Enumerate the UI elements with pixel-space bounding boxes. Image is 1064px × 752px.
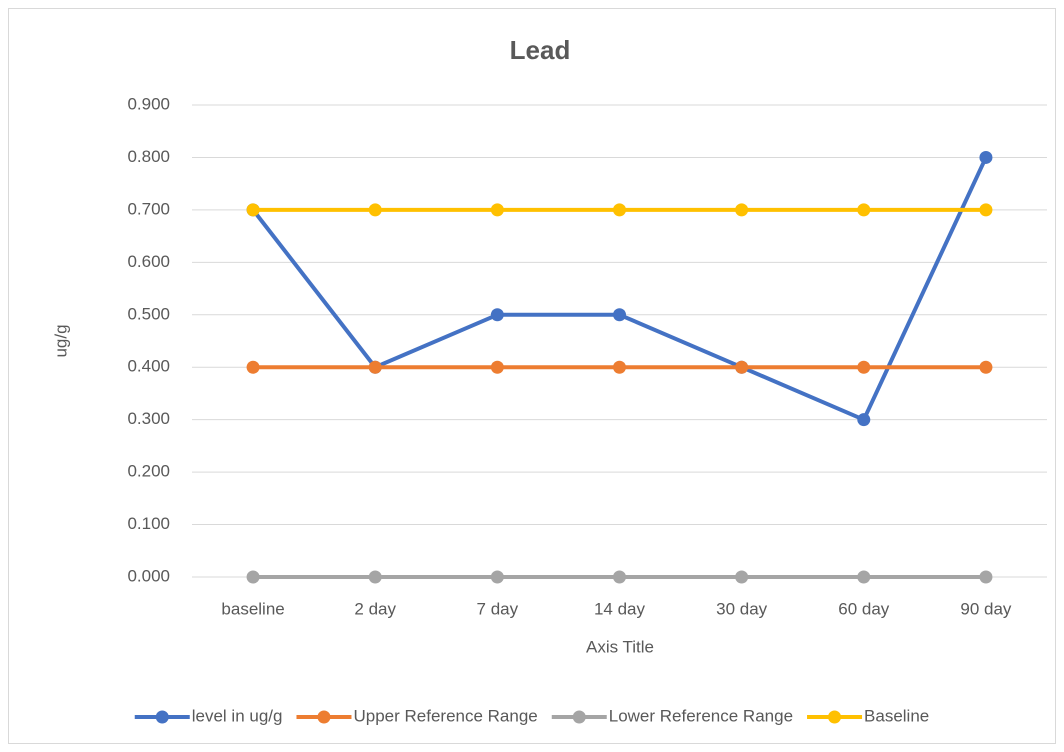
series-marker	[246, 570, 260, 584]
series-marker	[979, 570, 993, 584]
x-tick-label: 30 day	[716, 599, 768, 618]
series-marker	[246, 203, 260, 217]
legend-marker	[828, 710, 842, 724]
x-axis-title: Axis Title	[586, 637, 654, 656]
series-marker	[735, 570, 749, 584]
legend-label: level in ug/g	[192, 706, 283, 725]
series-marker	[490, 203, 504, 217]
series-marker	[613, 360, 626, 374]
x-tick-label: 7 day	[477, 599, 519, 618]
series-marker	[857, 570, 871, 584]
series-marker	[490, 360, 504, 374]
legend-marker	[155, 710, 169, 724]
legend-marker	[572, 710, 586, 724]
series-marker	[368, 203, 382, 217]
y-tick-label: 0.700	[127, 199, 170, 218]
series-marker	[735, 360, 749, 374]
series-marker	[613, 570, 626, 584]
y-tick-label: 0.600	[127, 252, 170, 271]
y-tick-label: 0.100	[127, 514, 170, 533]
y-tick-label: 0.400	[127, 357, 170, 376]
series-marker	[246, 360, 260, 374]
series-marker	[368, 360, 382, 374]
y-tick-label: 0.900	[127, 94, 170, 113]
x-tick-label: 2 day	[354, 599, 396, 618]
series-marker	[490, 570, 504, 584]
series-marker	[979, 150, 993, 164]
series-marker	[857, 360, 871, 374]
y-tick-label: 0.000	[127, 566, 170, 585]
series-marker	[979, 203, 993, 217]
x-tick-label: 60 day	[838, 599, 890, 618]
series-marker	[857, 413, 871, 427]
y-tick-label: 0.300	[127, 409, 170, 428]
series-marker	[857, 203, 871, 217]
y-tick-label: 0.500	[127, 304, 170, 323]
chart-border	[8, 8, 1056, 744]
legend-label: Lower Reference Range	[609, 706, 793, 725]
y-axis-title: ug/g	[51, 324, 70, 357]
series-marker	[613, 308, 626, 322]
series-marker	[613, 203, 626, 217]
x-tick-label: 90 day	[960, 599, 1012, 618]
y-tick-label: 0.200	[127, 462, 170, 481]
legend-label: Baseline	[864, 706, 929, 725]
series-marker	[735, 203, 749, 217]
legend-label: Upper Reference Range	[353, 706, 537, 725]
legend-marker	[317, 710, 331, 724]
x-tick-label: baseline	[221, 599, 284, 618]
series-marker	[368, 570, 382, 584]
series-marker	[979, 360, 993, 374]
chart-title: Lead	[510, 35, 571, 65]
y-tick-label: 0.800	[127, 147, 170, 166]
series-marker	[490, 308, 504, 322]
x-tick-label: 14 day	[594, 599, 646, 618]
